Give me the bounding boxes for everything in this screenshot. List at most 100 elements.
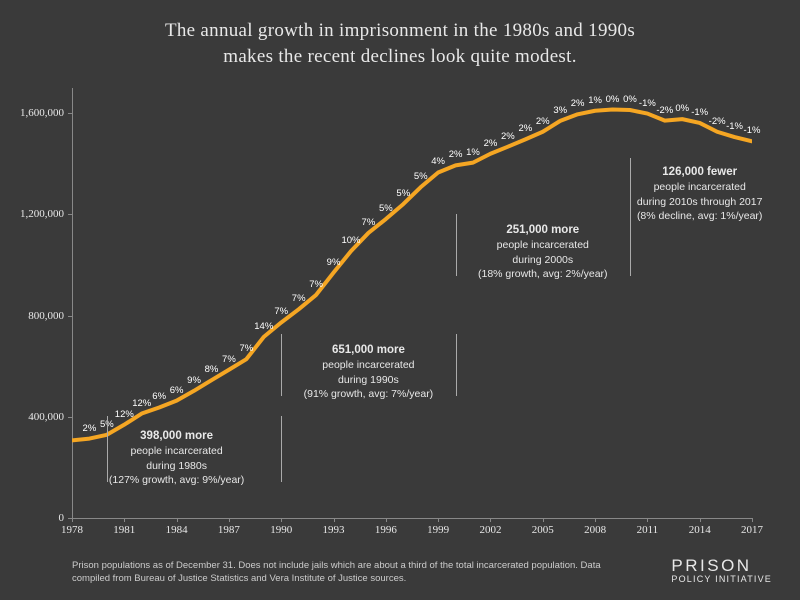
x-tick-label: 2005	[532, 524, 554, 536]
pct-label: 6%	[170, 385, 184, 396]
x-tick	[386, 518, 387, 522]
x-tick-label: 2011	[637, 524, 659, 536]
annotation-line: people incarcerated	[283, 358, 453, 373]
x-tick-label: 1984	[166, 524, 188, 536]
pct-label: -1%	[691, 107, 708, 118]
pct-label: -2%	[656, 105, 673, 116]
x-tick-label: 2002	[479, 524, 501, 536]
x-tick-label: 1993	[323, 524, 345, 536]
pct-label: 7%	[309, 279, 323, 290]
title-line-1: The annual growth in imprisonment in the…	[165, 20, 635, 41]
pct-label: 14%	[254, 321, 273, 332]
annotation-line: (18% growth, avg: 2%/year)	[458, 267, 628, 282]
pct-label: 2%	[571, 98, 585, 109]
pct-label: 7%	[239, 343, 253, 354]
x-tick	[124, 518, 125, 522]
annotation-divider	[456, 214, 457, 276]
x-tick-label: 2008	[584, 524, 606, 536]
x-tick	[543, 518, 544, 522]
pct-label: 4%	[431, 156, 445, 167]
pct-label: 7%	[222, 354, 236, 365]
pct-label: 5%	[379, 203, 393, 214]
annotation-line: during 2000s	[458, 253, 628, 268]
y-tick-label: 1,600,000	[4, 107, 64, 119]
x-tick-label: 1987	[218, 524, 240, 536]
pct-label: 12%	[132, 398, 151, 409]
x-tick	[177, 518, 178, 522]
x-tick-label: 2014	[689, 524, 711, 536]
title-line-2: makes the recent declines look quite mod…	[223, 46, 577, 67]
annotation-line: people incarcerated	[458, 238, 628, 253]
logo-line-1: PRISON	[671, 557, 772, 575]
annotation-headline: 126,000 fewer	[615, 164, 785, 180]
y-tick-label: 800,000	[4, 310, 64, 322]
annotation-headline: 398,000 more	[92, 428, 262, 444]
pct-label: -1%	[726, 121, 743, 132]
x-tick	[647, 518, 648, 522]
annotation-line: (8% decline, avg: 1%/year)	[615, 209, 785, 224]
pct-label: 7%	[362, 217, 376, 228]
footnote: Prison populations as of December 31. Do…	[72, 560, 632, 586]
chart-area: 0400,000800,0001,200,0001,600,0001978198…	[72, 88, 752, 518]
pct-label: -1%	[639, 98, 656, 109]
pct-label: 9%	[327, 257, 341, 268]
x-tick	[700, 518, 701, 522]
annotation-line: people incarcerated	[615, 180, 785, 195]
x-tick	[229, 518, 230, 522]
x-tick	[438, 518, 439, 522]
annotation: 251,000 morepeople incarceratedduring 20…	[458, 222, 628, 282]
y-tick-label: 400,000	[4, 411, 64, 423]
x-tick-label: 2017	[741, 524, 763, 536]
pct-label: 8%	[205, 364, 219, 375]
pct-label: 2%	[501, 131, 515, 142]
pct-label: 2%	[518, 123, 532, 134]
pct-label: 1%	[466, 147, 480, 158]
x-tick-label: 1978	[61, 524, 83, 536]
annotation-divider	[281, 416, 282, 482]
x-tick	[490, 518, 491, 522]
pct-label: 10%	[341, 235, 360, 246]
pct-label: 0%	[606, 94, 620, 105]
chart-title: The annual growth in imprisonment in the…	[0, 0, 800, 77]
x-tick	[595, 518, 596, 522]
x-axis	[72, 518, 752, 519]
y-tick-label: 0	[4, 512, 64, 524]
x-tick	[752, 518, 753, 522]
annotation-line: people incarcerated	[92, 444, 262, 459]
annotation-divider	[630, 158, 631, 218]
pct-label: 1%	[588, 95, 602, 106]
annotation-line: during 1980s	[92, 459, 262, 474]
x-tick-label: 1990	[270, 524, 292, 536]
pct-label: 2%	[536, 116, 550, 127]
pct-label: 5%	[396, 188, 410, 199]
pct-label: 12%	[115, 409, 134, 420]
pct-label: -1%	[744, 125, 761, 136]
x-tick-label: 1999	[427, 524, 449, 536]
annotation-headline: 251,000 more	[458, 222, 628, 238]
annotation-divider	[281, 334, 282, 396]
y-tick	[68, 316, 72, 317]
annotation-line: (127% growth, avg: 9%/year)	[92, 473, 262, 488]
y-tick-label: 1,200,000	[4, 208, 64, 220]
annotation-divider	[456, 334, 457, 396]
annotation: 651,000 morepeople incarceratedduring 19…	[283, 342, 453, 402]
x-tick-label: 1981	[113, 524, 135, 536]
x-tick	[281, 518, 282, 522]
pct-label: 6%	[152, 391, 166, 402]
annotation-divider	[107, 416, 108, 482]
annotation-line: (91% growth, avg: 7%/year)	[283, 387, 453, 402]
y-tick	[68, 113, 72, 114]
pct-label: 9%	[187, 375, 201, 386]
pct-label: 2%	[449, 149, 463, 160]
pct-label: 3%	[553, 105, 567, 116]
logo-line-2: POLICY INITIATIVE	[671, 575, 772, 584]
pct-label: 7%	[292, 293, 306, 304]
y-tick	[68, 417, 72, 418]
pct-label: -2%	[709, 116, 726, 127]
pct-label: 0%	[623, 94, 637, 105]
x-tick-label: 1996	[375, 524, 397, 536]
pct-label: 2%	[484, 138, 498, 149]
annotation-line: during 2010s through 2017	[615, 195, 785, 210]
y-tick	[68, 214, 72, 215]
pct-label: 5%	[414, 171, 428, 182]
